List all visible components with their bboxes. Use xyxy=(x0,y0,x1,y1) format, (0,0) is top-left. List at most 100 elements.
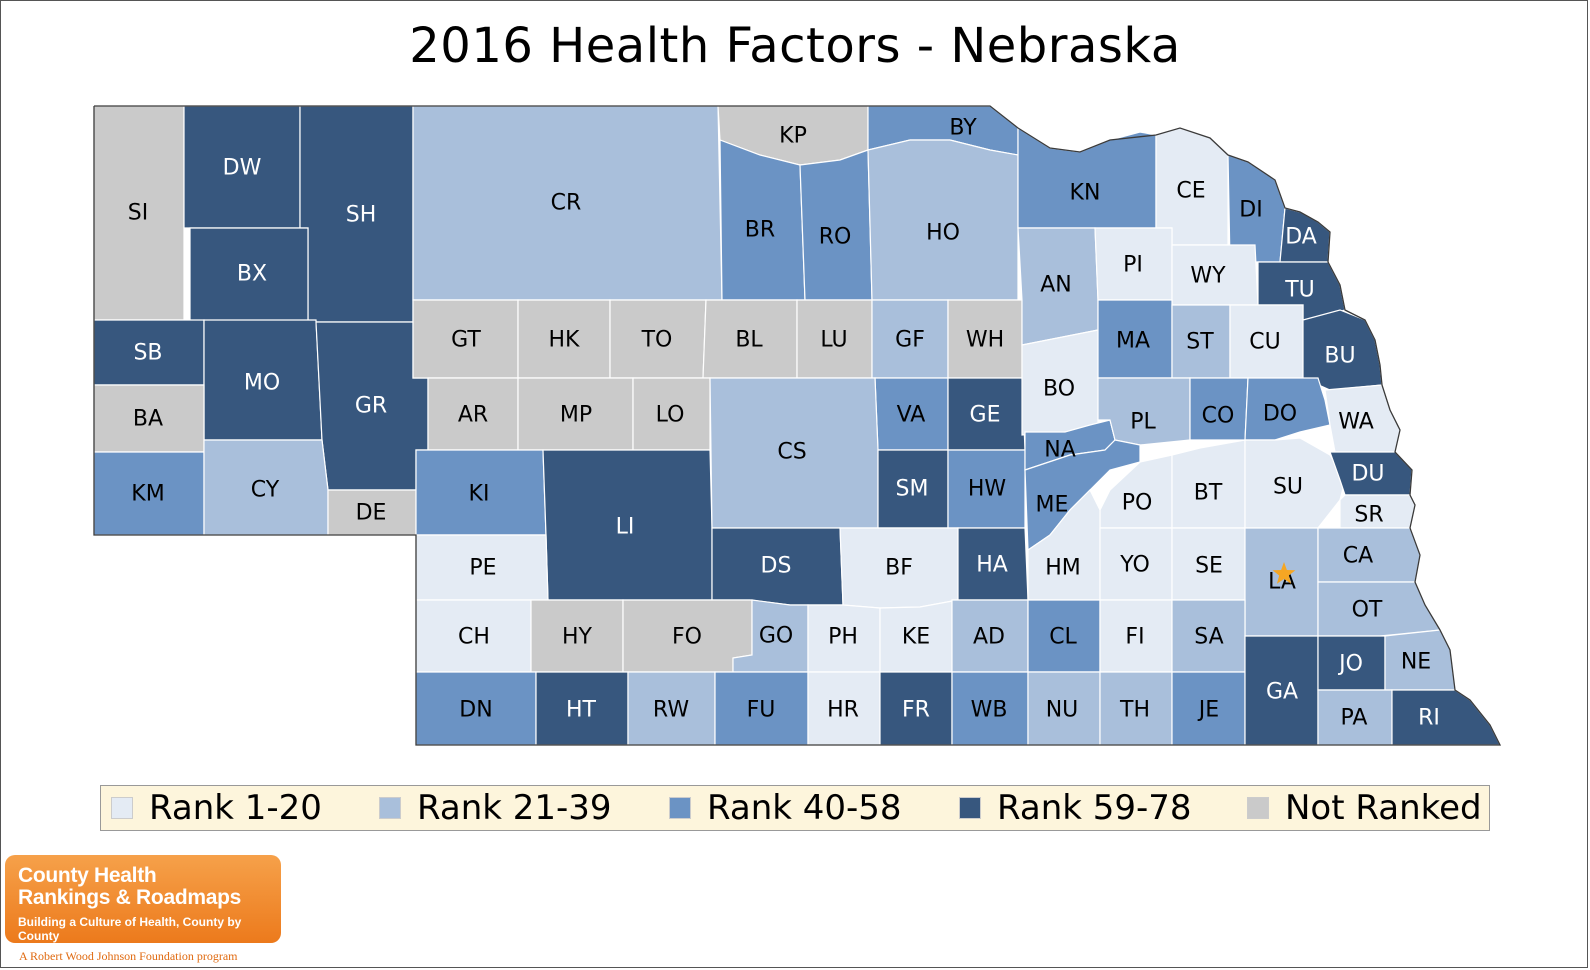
legend-label: Rank 21-39 xyxy=(417,788,612,828)
county-label-ha: HA xyxy=(976,553,1008,578)
county-label-br: BR xyxy=(745,218,775,243)
legend-item-not-ranked: Not Ranked xyxy=(1247,786,1482,830)
county-label-va: VA xyxy=(897,403,926,428)
logo-foundation-credit: A Robert Wood Johnson Foundation program xyxy=(19,949,238,963)
county-label-sa: SA xyxy=(1194,625,1223,650)
county-label-cy: CY xyxy=(251,478,280,503)
county-label-wb: WB xyxy=(971,698,1008,723)
county-label-fo: FO xyxy=(672,625,702,650)
county-label-mp: MP xyxy=(560,403,592,428)
county-label-go: GO xyxy=(759,624,793,649)
county-label-da: DA xyxy=(1285,225,1317,250)
county-label-gf: GF xyxy=(895,328,925,353)
county-label-ri: RI xyxy=(1418,706,1440,731)
state-outline xyxy=(93,105,1502,746)
county-label-ch: CH xyxy=(458,625,490,650)
county-label-by: BY xyxy=(949,116,977,141)
county-label-fu: FU xyxy=(747,698,776,723)
county-label-gr: GR xyxy=(355,394,387,419)
county-label-ro: RO xyxy=(819,225,852,250)
legend-item-rank-59-78: Rank 59-78 xyxy=(959,786,1192,830)
capital-star-icon xyxy=(1272,562,1296,584)
logo-line-2: Rankings & Roadmaps xyxy=(18,886,242,909)
county-label-ar: AR xyxy=(458,403,488,428)
county-label-kn: KN xyxy=(1070,181,1101,206)
logo-tagline: Building a Culture of Health, County by … xyxy=(18,915,242,943)
county-label-pl: PL xyxy=(1130,410,1156,435)
county-label-fr: FR xyxy=(902,698,930,723)
county-label-km: KM xyxy=(131,482,164,507)
county-label-pi: PI xyxy=(1123,253,1143,278)
county-label-su: SU xyxy=(1273,475,1303,500)
county-label-du: DU xyxy=(1351,462,1384,487)
county-label-bu: BU xyxy=(1324,344,1355,369)
county-label-lo: LO xyxy=(656,403,685,428)
county-label-me: ME xyxy=(1036,493,1069,518)
legend-item-rank-1-20: Rank 1-20 xyxy=(111,786,322,830)
county-label-ph: PH xyxy=(828,625,858,650)
county-label-ad: AD xyxy=(973,625,1005,650)
county-label-si: SI xyxy=(128,201,148,226)
county-label-yo: YO xyxy=(1119,553,1150,578)
logo-line-1: County Health xyxy=(18,864,157,887)
legend-item-rank-21-39: Rank 21-39 xyxy=(379,786,612,830)
county-label-to: TO xyxy=(641,328,673,353)
county-label-ga: GA xyxy=(1266,680,1298,705)
county-label-cu: CU xyxy=(1249,330,1280,355)
county-label-gt: GT xyxy=(451,328,481,353)
county-label-ki: KI xyxy=(469,482,490,507)
county-label-wa: WA xyxy=(1338,410,1374,435)
county-label-hy: HY xyxy=(562,625,593,650)
county-label-pe: PE xyxy=(469,556,496,581)
county-label-ht: HT xyxy=(566,698,597,723)
county-label-li: LI xyxy=(616,515,635,540)
county-label-dw: DW xyxy=(223,156,262,181)
county-label-sm: SM xyxy=(896,477,929,502)
county-label-cr: CR xyxy=(551,191,582,216)
county-label-th: TH xyxy=(1119,698,1150,723)
county-label-bx: BX xyxy=(237,262,267,287)
county-label-wy: WY xyxy=(1190,264,1226,289)
county-label-dn: DN xyxy=(459,698,492,723)
map-title: 2016 Health Factors - Nebraska xyxy=(409,18,1181,74)
county-label-hw: HW xyxy=(968,477,1007,502)
county-label-bf: BF xyxy=(885,556,913,581)
legend-label: Rank 59-78 xyxy=(997,788,1192,828)
legend-label: Not Ranked xyxy=(1285,788,1482,828)
county-label-jo: JO xyxy=(1337,652,1363,677)
county-label-rw: RW xyxy=(653,698,689,723)
legend-swatch-not-ranked xyxy=(1247,797,1269,819)
county-label-sh: SH xyxy=(346,203,377,228)
county-label-ge: GE xyxy=(970,403,1001,428)
county-label-na: NA xyxy=(1044,438,1076,463)
county-label-ca: CA xyxy=(1343,544,1373,569)
county-kn xyxy=(1017,126,1157,229)
county-label-hk: HK xyxy=(549,328,581,353)
county-label-cl: CL xyxy=(1049,625,1077,650)
county-label-hr: HR xyxy=(827,698,859,723)
county-label-ot: OT xyxy=(1352,598,1383,623)
county-label-de: DE xyxy=(356,501,387,526)
county-label-st: ST xyxy=(1186,330,1214,355)
county-label-kp: KP xyxy=(779,124,807,149)
county-label-ba: BA xyxy=(133,407,163,432)
county-label-bt: BT xyxy=(1194,481,1223,506)
county-label-wh: WH xyxy=(966,328,1004,353)
county-label-je: JE xyxy=(1197,698,1219,723)
county-label-bl: BL xyxy=(735,328,763,353)
county-label-ke: KE xyxy=(902,625,930,650)
county-label-di: DI xyxy=(1239,198,1262,223)
legend: Rank 1-20 Rank 21-39 Rank 40-58 Rank 59-… xyxy=(100,785,1490,831)
county-label-mo: MO xyxy=(244,371,280,396)
county-label-tu: TU xyxy=(1284,278,1315,303)
legend-item-rank-40-58: Rank 40-58 xyxy=(669,786,902,830)
county-label-ma: MA xyxy=(1116,329,1150,354)
county-label-fi: FI xyxy=(1125,625,1144,650)
county-label-sb: SB xyxy=(133,341,162,366)
county-label-lu: LU xyxy=(820,328,847,353)
legend-swatch-rank-21-39 xyxy=(379,797,401,819)
county-label-ne: NE xyxy=(1401,650,1431,675)
county-label-sr: SR xyxy=(1354,503,1383,528)
